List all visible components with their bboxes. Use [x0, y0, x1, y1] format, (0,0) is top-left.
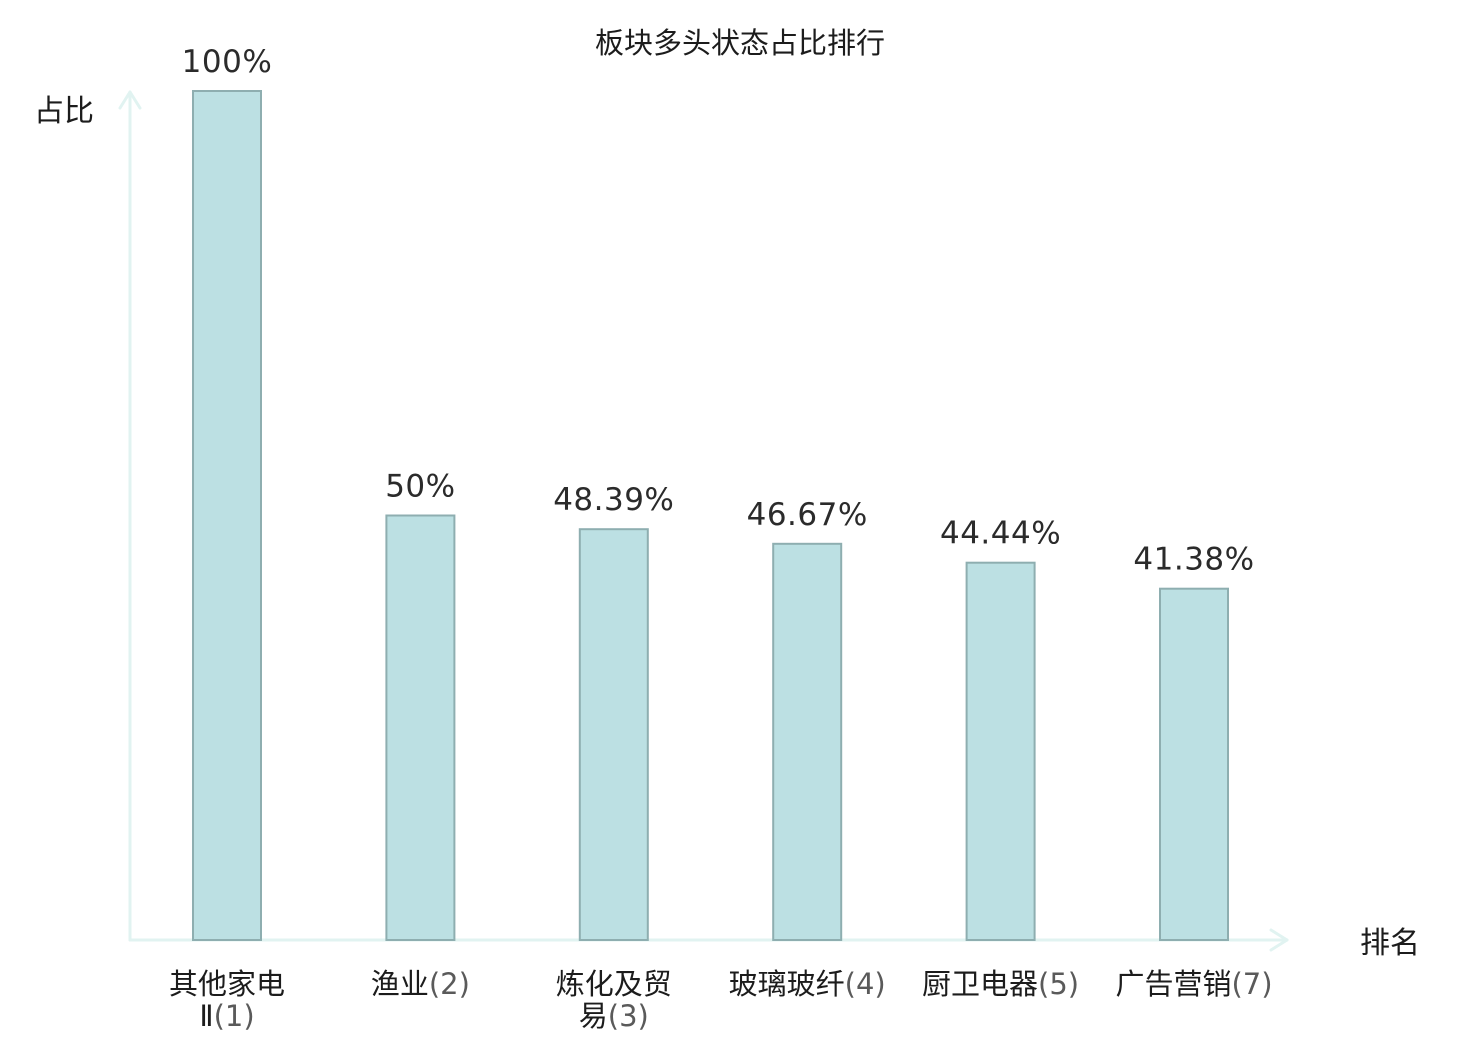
bar-value-label: 50%	[385, 469, 455, 505]
bar-value-label: 41.38%	[1133, 542, 1254, 578]
bar	[192, 90, 262, 941]
bar-value-label: 100%	[182, 44, 273, 80]
bar-value-label: 44.44%	[940, 516, 1061, 552]
category-label: 炼化及贸易(3)	[556, 967, 672, 1033]
axes	[118, 90, 1289, 952]
category-label: 玻璃玻纤(4)	[729, 967, 886, 1001]
bar	[1159, 587, 1229, 941]
bar-value-label: 48.39%	[553, 482, 674, 518]
category-label: 广告营销(7)	[1115, 967, 1272, 1001]
x-axis-arrow-icon	[1269, 928, 1289, 952]
y-axis-label: 占比	[34, 94, 94, 129]
bars	[192, 90, 1229, 941]
bar	[578, 528, 649, 941]
chart-title: 板块多头状态占比排行	[595, 26, 885, 60]
category-label: 渔业(2)	[371, 967, 470, 1001]
bar	[385, 514, 456, 941]
bar-value-label: 46.67%	[747, 497, 868, 533]
bar	[772, 542, 843, 941]
category-labels: 其他家电 Ⅱ(1) 渔业(2) 炼化及贸易(3) 玻璃玻纤(4) 厨卫电器(5) 广告营销(…	[169, 967, 1273, 1033]
value-labels: 100% 50% 48.39% 46.67% 44.44% 41.38%	[182, 44, 1254, 578]
x-axis-label: 排名	[1360, 926, 1420, 961]
category-label: 其他家电 Ⅱ(1)	[169, 967, 285, 1033]
bar	[965, 561, 1036, 941]
y-axis-arrow-icon	[118, 90, 142, 110]
category-label: 厨卫电器(5)	[922, 967, 1079, 1001]
